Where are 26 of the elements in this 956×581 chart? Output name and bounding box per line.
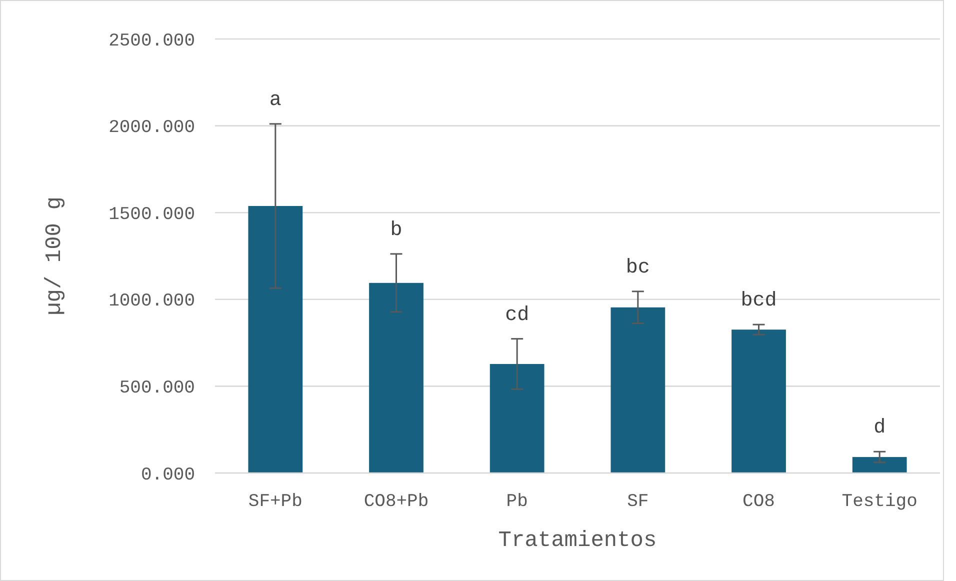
annotation: bc: [626, 256, 650, 280]
y-tick-label: 1500.000: [108, 204, 195, 225]
y-tick-label: 2500.000: [108, 31, 195, 52]
y-tick-label: 2000.000: [108, 118, 195, 138]
x-tick-label: SF: [627, 492, 649, 512]
y-tick-label: 500.000: [119, 378, 195, 398]
annotation: a: [269, 88, 282, 112]
annotation: d: [874, 416, 886, 440]
x-tick-label: Pb: [506, 492, 528, 512]
y-tick-label: 0.000: [140, 465, 195, 486]
bar: [610, 307, 666, 473]
bar: [248, 206, 303, 473]
y-tick-label: 1000.000: [108, 292, 195, 312]
bar: [732, 330, 786, 473]
bar: [490, 364, 544, 473]
x-tick-label: Testigo: [842, 492, 918, 512]
bar: [852, 457, 907, 473]
annotation: bcd: [740, 290, 777, 313]
y-axis-title: µg/ 100 g: [42, 196, 67, 316]
x-axis-title: Tratamientos: [498, 528, 657, 553]
annotation: b: [390, 218, 402, 242]
x-tick-label: SF+Pb: [248, 492, 302, 512]
x-tick-label: CO8: [742, 492, 775, 512]
annotation: cd: [505, 304, 530, 327]
x-tick-label: CO8+Pb: [364, 492, 429, 512]
bar: [369, 282, 424, 473]
